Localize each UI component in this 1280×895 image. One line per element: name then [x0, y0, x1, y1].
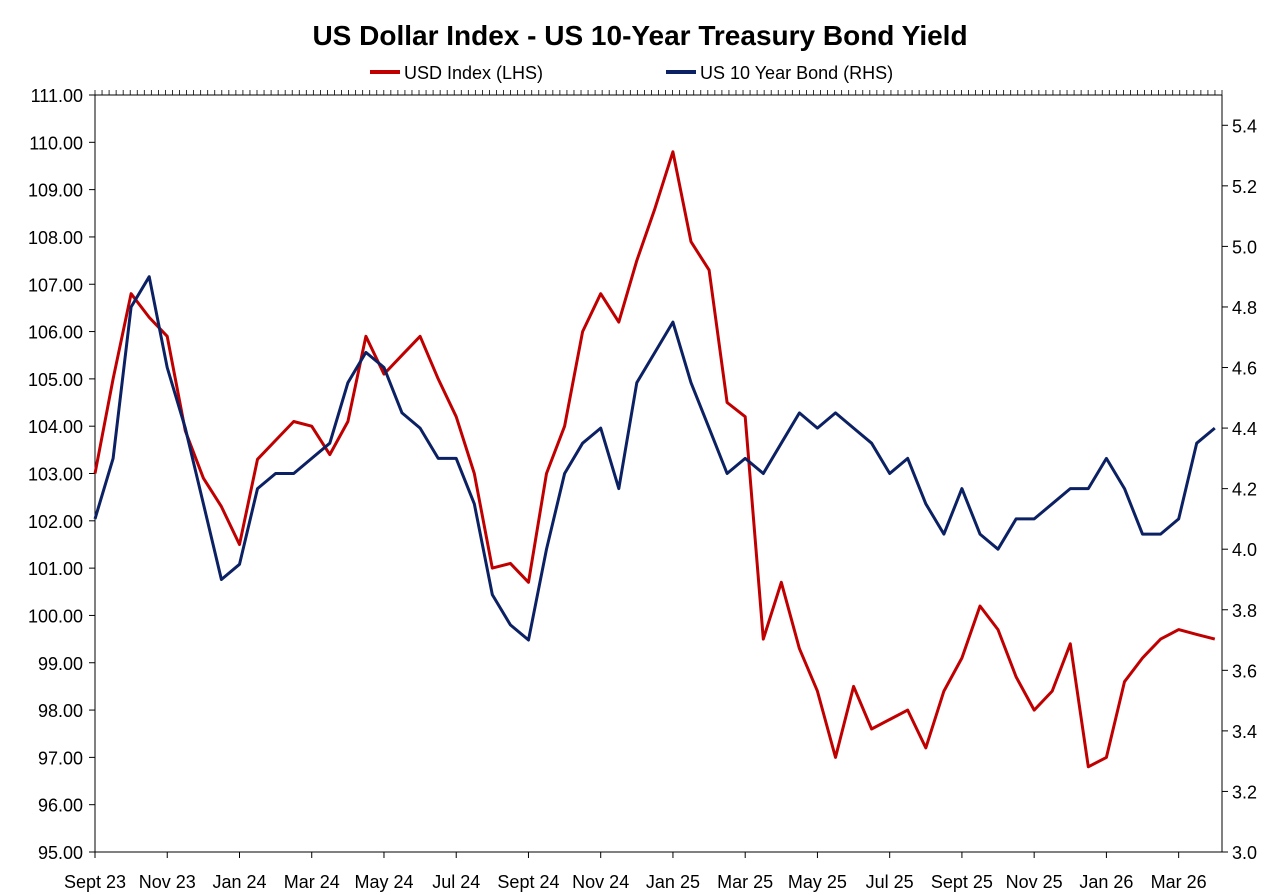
right-axis-tick-label: 4.0 — [1232, 540, 1257, 560]
left-axis-tick-label: 104.00 — [28, 417, 83, 437]
left-axis-tick-label: 95.00 — [38, 843, 83, 863]
series-line-usd-index — [93, 150, 1216, 769]
legend-label-bond: US 10 Year Bond (RHS) — [700, 63, 893, 83]
left-axis-tick-label: 98.00 — [38, 701, 83, 721]
x-axis-tick-label: Mar 25 — [717, 872, 773, 892]
left-axis-tick-label: 110.00 — [29, 133, 83, 153]
x-axis-tick-label: Jan 25 — [646, 872, 700, 892]
legend-item-bond: US 10 Year Bond (RHS) — [666, 63, 893, 83]
left-axis-tick-label: 103.00 — [28, 465, 83, 485]
series-layer — [93, 150, 1216, 769]
x-axis-tick-label: May 24 — [354, 872, 413, 892]
x-axis-tick-label: Sept 25 — [931, 872, 993, 892]
legend: USD Index (LHS) US 10 Year Bond (RHS) — [370, 63, 893, 83]
right-axis-tick-label: 3.6 — [1232, 661, 1257, 681]
left-axis-tick-label: 106.00 — [28, 323, 83, 343]
x-axis-tick-label: Nov 23 — [139, 872, 196, 892]
x-axis-tick-label: Jan 26 — [1079, 872, 1133, 892]
chart-title: US Dollar Index - US 10-Year Treasury Bo… — [312, 20, 967, 51]
left-axis-tick-label: 111.00 — [31, 86, 83, 106]
x-axis-tick-label: Nov 24 — [572, 872, 629, 892]
right-axis-tick-label: 4.6 — [1232, 359, 1257, 379]
right-axis-tick-label: 3.8 — [1232, 601, 1257, 621]
right-y-axis: 3.0 3.2 3.4 3.6 3.8 4.0 4.2 4.4 4.6 4.8 5.0 5.2 5.4 — [1222, 116, 1257, 863]
x-axis-tick-label: Nov 25 — [1006, 872, 1063, 892]
legend-label-usd: USD Index (LHS) — [404, 63, 543, 83]
x-axis-tick-label: May 25 — [788, 872, 847, 892]
left-axis-tick-label: 101.00 — [28, 559, 83, 579]
x-axis-tick-label: Jul 24 — [432, 872, 480, 892]
left-axis-tick-label: 107.00 — [28, 275, 83, 295]
x-axis-tick-label: Sept 24 — [497, 872, 559, 892]
left-axis-tick-label: 102.00 — [28, 512, 83, 532]
right-axis-tick-label: 3.0 — [1232, 843, 1257, 863]
left-y-axis: 95.00 96.00 97.00 98.00 99.00 100.00 101.00 102… — [28, 86, 95, 863]
plot-frame — [94, 94, 1223, 853]
series-line-us-10y-bond — [93, 275, 1216, 642]
right-axis-tick-label: 4.4 — [1232, 419, 1257, 439]
left-axis-tick-label: 96.00 — [38, 796, 83, 816]
right-axis-tick-label: 3.4 — [1232, 722, 1257, 742]
right-axis-tick-label: 4.2 — [1232, 480, 1257, 500]
right-axis-tick-label: 5.0 — [1232, 237, 1257, 257]
top-minor-ticks — [94, 90, 1223, 95]
left-axis-tick-label: 99.00 — [38, 654, 83, 674]
left-axis-tick-label: 109.00 — [28, 181, 83, 201]
legend-item-usd: USD Index (LHS) — [370, 63, 543, 83]
left-axis-tick-label: 108.00 — [28, 228, 83, 248]
right-axis-tick-label: 5.4 — [1232, 116, 1257, 136]
x-axis-tick-label: Mar 26 — [1151, 872, 1207, 892]
left-axis-tick-label: 100.00 — [28, 606, 83, 626]
right-axis-tick-label: 3.2 — [1232, 782, 1257, 802]
x-axis-tick-label: Jan 24 — [212, 872, 266, 892]
x-axis-tick-label: Sept 23 — [64, 872, 126, 892]
x-axis-tick-label: Jul 25 — [866, 872, 914, 892]
right-axis-tick-label: 5.2 — [1232, 177, 1257, 197]
x-axis-tick-label: Mar 24 — [284, 872, 340, 892]
left-axis-tick-label: 105.00 — [28, 370, 83, 390]
left-axis-tick-label: 97.00 — [38, 748, 83, 768]
x-axis: Sept 23 Nov 23 Jan 24 Mar 24 May 24 Jul 24 Sep… — [64, 852, 1207, 892]
right-axis-tick-label: 4.8 — [1232, 298, 1257, 318]
